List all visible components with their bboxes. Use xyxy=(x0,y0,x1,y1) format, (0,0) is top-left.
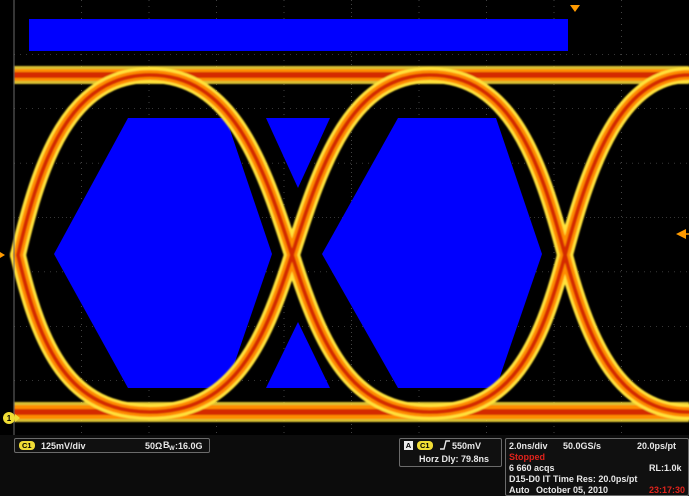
bandwidth-prefix: B xyxy=(163,440,170,450)
time-per-div: 2.0ns/div xyxy=(509,441,548,451)
sample-rate: 50.0GS/s xyxy=(563,441,602,451)
trigger-readout[interactable]: A C1 550mV Horz Dly: 79.8ns xyxy=(399,438,502,467)
volts-per-div: 125mV/div xyxy=(41,441,86,451)
bandwidth-value: :16.0G xyxy=(175,441,203,451)
acquisition-count: 6 660 acqs xyxy=(509,463,555,473)
mask-right-hexagon xyxy=(322,118,542,388)
channel-1-marker[interactable]: 1 xyxy=(3,412,20,424)
waveform-display[interactable]: 1 xyxy=(0,0,689,435)
mask-bottom-triangle xyxy=(266,322,330,388)
eye-diagram-plot: 1 xyxy=(0,0,689,435)
time-per-point: 20.0ps/pt xyxy=(637,441,677,451)
acquisition-state: Stopped xyxy=(509,452,545,462)
status-footer: C1 125mV/div 50Ω B W :16.0G A C1 550mV H… xyxy=(0,435,689,496)
horizontal-delay: Horz Dly: 79.8ns xyxy=(419,454,490,464)
bandwidth-sub: W xyxy=(169,446,175,452)
trigger-level: 550mV xyxy=(452,441,482,451)
input-impedance: 50Ω xyxy=(145,441,163,451)
rising-edge-icon xyxy=(440,440,450,450)
channel-1-readout[interactable]: C1 125mV/div 50Ω B W :16.0G xyxy=(14,438,210,453)
trigger-source-badge: A xyxy=(404,441,413,450)
date: October 05, 2010 xyxy=(536,485,609,495)
eye-traces xyxy=(10,66,689,422)
mask-top-region xyxy=(29,19,568,51)
acquisition-readout[interactable]: 2.0ns/div 50.0GS/s 20.0ps/pt Stopped 6 6… xyxy=(505,438,689,496)
time: 23:17:30 xyxy=(649,485,686,495)
channel-marker-label: 1 xyxy=(7,414,12,423)
channels-info: D15-D0 IT Time Res: 20.0ps/pt xyxy=(509,474,638,484)
channel-badge: C1 xyxy=(19,441,35,450)
trigger-channel-badge: C1 xyxy=(417,441,433,450)
trigger-position-marker[interactable] xyxy=(570,5,580,12)
mask-left-hexagon xyxy=(54,118,272,388)
trigger-mode: Auto xyxy=(509,485,530,495)
record-length: RL:1.0k xyxy=(649,463,682,473)
mask-top-triangle xyxy=(266,118,330,188)
